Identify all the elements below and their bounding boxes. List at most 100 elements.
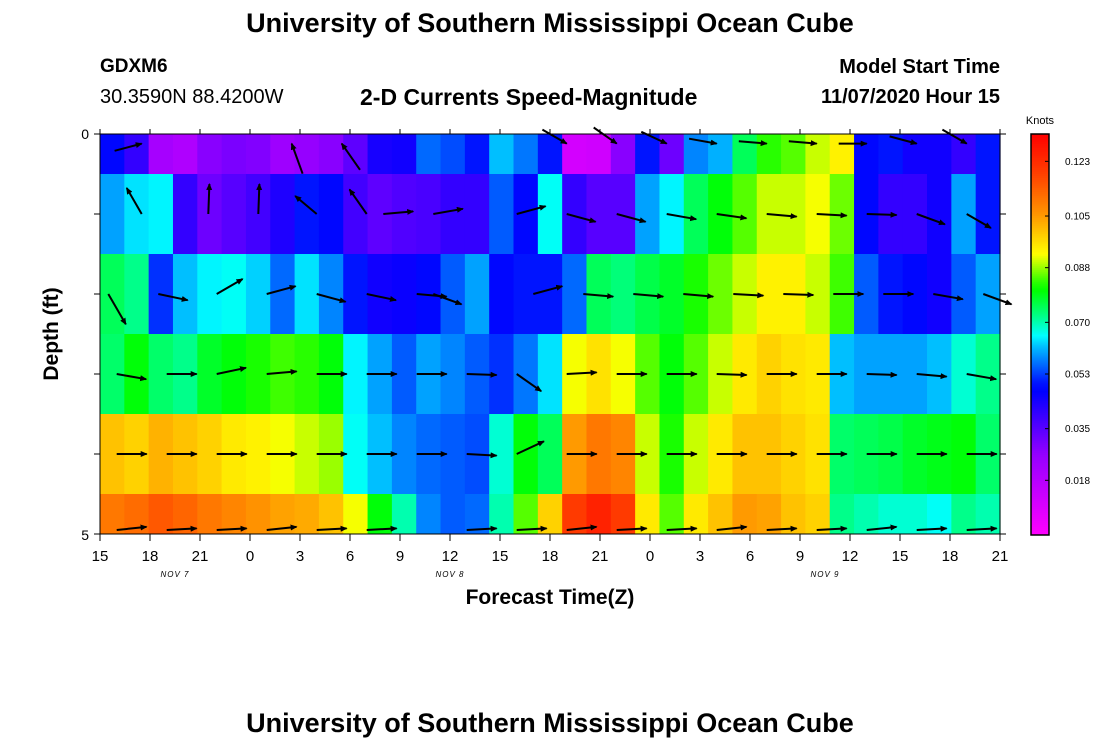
colorbar-swatch: [1031, 392, 1049, 396]
heatmap-cell: [927, 254, 952, 334]
colorbar-swatch: [1031, 384, 1049, 388]
heatmap-cell: [172, 174, 198, 254]
colorbar-swatch: [1031, 144, 1049, 147]
colorbar-tick-label: 0.018: [1065, 476, 1090, 487]
colorbar-tick-label: 0.070: [1065, 318, 1090, 329]
heatmap-cell: [537, 174, 563, 254]
colorbar-swatch: [1031, 458, 1049, 462]
colorbar-swatch: [1031, 376, 1049, 380]
heatmap-cell: [878, 134, 904, 174]
heatmap-cell: [659, 134, 685, 174]
heatmap-cell: [270, 254, 296, 334]
heatmap-cell: [124, 334, 150, 414]
colorbar-swatch: [1031, 448, 1049, 452]
heatmap-cell: [172, 254, 198, 334]
colorbar-swatch: [1031, 232, 1049, 235]
colorbar-swatch: [1031, 410, 1049, 414]
heatmap-cell: [610, 174, 636, 254]
colorbar-swatch: [1031, 180, 1049, 183]
current-arrow: [866, 211, 898, 218]
heatmap-cell: [732, 134, 758, 174]
colorbar-swatch: [1031, 310, 1049, 313]
heatmap-cell: [124, 134, 150, 174]
colorbar-swatch: [1031, 308, 1049, 311]
heatmap-cell: [586, 134, 612, 174]
heatmap-cell: [440, 494, 466, 534]
heatmap-cell: [659, 254, 685, 334]
colorbar-swatch: [1031, 466, 1049, 470]
current-arrow: [466, 371, 498, 378]
colorbar-swatch: [1031, 524, 1049, 528]
colorbar-swatch: [1031, 238, 1049, 241]
current-arrow: [566, 369, 598, 376]
colorbar-swatch: [1031, 518, 1049, 522]
colorbar-swatch: [1031, 270, 1049, 273]
x-tick-label: 18: [542, 548, 559, 565]
current-arrow: [966, 525, 998, 532]
current-arrow: [866, 371, 898, 378]
heatmap-cell: [927, 334, 952, 414]
current-arrow: [583, 293, 615, 300]
colorbar-swatch: [1031, 386, 1049, 390]
heatmap-cell: [100, 494, 125, 534]
colorbar-unit: Knots: [1026, 115, 1055, 127]
heatmap-cell: [756, 134, 782, 174]
x-date-label: NOV 8: [435, 570, 464, 579]
heatmap-cell: [367, 494, 393, 534]
x-tick-label: 21: [992, 548, 1009, 565]
heatmap-cell: [781, 134, 806, 174]
current-arrow: [683, 293, 715, 300]
heatmap-cell: [197, 134, 223, 174]
x-tick-label: 6: [346, 548, 354, 565]
colorbar-swatch: [1031, 500, 1049, 504]
colorbar-swatch: [1031, 160, 1049, 163]
x-tick-label: 9: [396, 548, 404, 565]
x-axis-label: Forecast Time(Z): [466, 586, 635, 609]
current-arrow: [633, 293, 665, 300]
colorbar-swatch: [1031, 188, 1049, 191]
heatmap-cell: [270, 174, 296, 254]
colorbar-swatch: [1031, 220, 1049, 223]
model-start-value: 11/07/2020 Hour 15: [820, 86, 1000, 108]
colorbar-swatch: [1031, 282, 1049, 285]
heatmap-cell: [391, 254, 417, 334]
current-arrow: [294, 195, 318, 215]
heatmap-cell: [927, 174, 952, 254]
current-arrow: [466, 525, 498, 532]
current-arrow: [916, 213, 946, 226]
current-arrow: [383, 208, 415, 215]
heatmap-cell: [440, 134, 466, 174]
current-arrow: [616, 213, 647, 224]
heatmap-cell: [951, 174, 977, 254]
heatmap-cell: [391, 174, 417, 254]
x-tick-label: 12: [842, 548, 859, 565]
heatmap-cell: [464, 134, 490, 174]
colorbar-swatch: [1031, 314, 1049, 317]
heatmap-cell: [586, 334, 612, 414]
colorbar-swatch: [1031, 360, 1049, 364]
x-tick-label: 3: [296, 548, 304, 565]
colorbar-swatch: [1031, 170, 1049, 173]
colorbar-swatch: [1031, 490, 1049, 494]
x-tick-label: 9: [796, 548, 804, 565]
colorbar-swatch: [1031, 418, 1049, 422]
heatmap-cell: [318, 494, 344, 534]
colorbar-swatch: [1031, 390, 1049, 394]
current-arrow: [316, 525, 348, 532]
heatmap-cell: [221, 174, 247, 254]
colorbar-tick-label: 0.123: [1065, 157, 1090, 168]
colorbar-swatch: [1031, 408, 1049, 412]
colorbar-swatch: [1031, 334, 1049, 337]
current-arrow: [114, 142, 143, 152]
heatmap-cell: [756, 494, 782, 534]
model-start-label: Model Start Time: [839, 56, 1000, 78]
colorbar-swatch: [1031, 522, 1049, 526]
heatmap-cell: [537, 414, 563, 494]
heatmap-cell: [927, 494, 952, 534]
colorbar-swatch: [1031, 168, 1049, 171]
colorbar-swatch: [1031, 398, 1049, 402]
colorbar-swatch: [1031, 512, 1049, 516]
heatmap-cell: [343, 174, 369, 254]
colorbar-swatch: [1031, 528, 1049, 532]
